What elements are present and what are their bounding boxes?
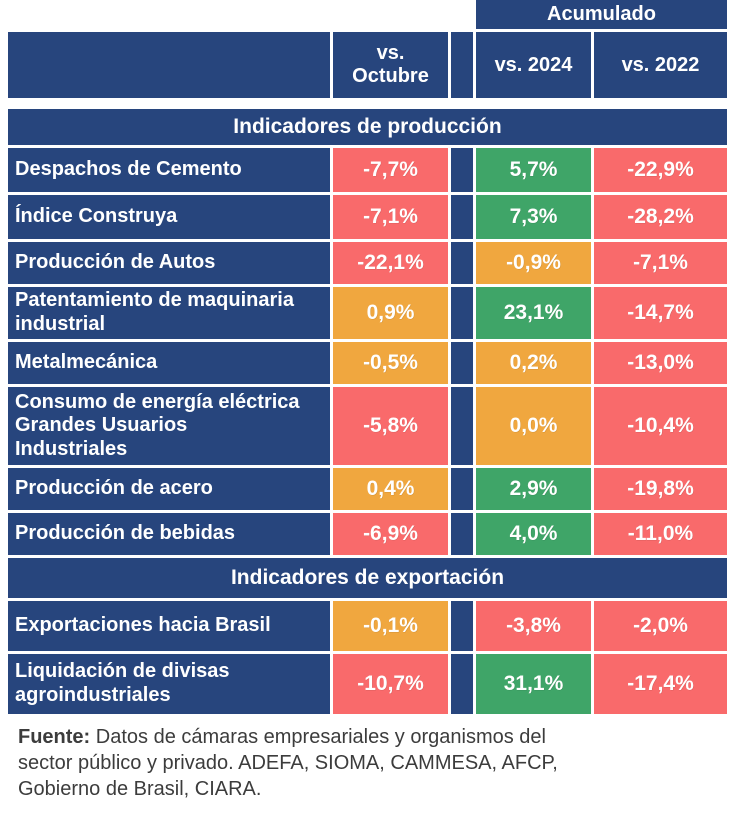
value-cell: -7,7% — [333, 148, 448, 192]
value-cell: -7,1% — [594, 242, 727, 284]
col-header-vs-2022: vs. 2022 — [594, 32, 727, 98]
section-header: Indicadores de exportación — [8, 558, 727, 598]
column-spacer — [451, 654, 473, 714]
value-cell: -6,9% — [333, 513, 448, 555]
acumulado-header: Acumulado — [476, 0, 727, 29]
column-spacer — [451, 513, 473, 555]
value-cell: -22,9% — [594, 148, 727, 192]
row-label: Patentamiento de maquinaria industrial — [8, 287, 330, 339]
row-label: Producción de bebidas — [8, 513, 330, 555]
column-spacer — [451, 342, 473, 384]
value-cell: -0,5% — [333, 342, 448, 384]
row-label-text: Índice Construya — [15, 205, 178, 228]
value-cell: -19,8% — [594, 468, 727, 510]
row-label: Producción de Autos — [8, 242, 330, 284]
value-cell: -2,0% — [594, 601, 727, 651]
value-cell: -5,8% — [333, 387, 448, 465]
column-spacer — [451, 242, 473, 284]
row-label: Producción de acero — [8, 468, 330, 510]
col-header-vs-octubre: vs. Octubre — [333, 32, 448, 98]
value-cell: -0,1% — [333, 601, 448, 651]
row-label: Exportaciones hacia Brasil — [8, 601, 330, 651]
row-label-column-header — [8, 32, 330, 98]
value-cell: 0,4% — [333, 468, 448, 510]
value-cell: -14,7% — [594, 287, 727, 339]
value-cell: -28,2% — [594, 195, 727, 239]
row-label-text: Producción de Autos — [15, 251, 216, 274]
source-note-text: Datos de cámaras empresariales y organis… — [18, 726, 558, 800]
value-cell: 31,1% — [476, 654, 591, 714]
row-label-text: Metalmecánica — [15, 351, 158, 374]
value-cell: 7,3% — [476, 195, 591, 239]
row-label-text: Patentamiento de maquinaria industrial — [15, 289, 294, 335]
row-label: Metalmecánica — [8, 342, 330, 384]
value-cell: 5,7% — [476, 148, 591, 192]
col-header-vs-2024: vs. 2024 — [476, 32, 591, 98]
row-label-text: Producción de bebidas — [15, 522, 236, 545]
row-label: Consumo de energía eléctrica Grandes Usu… — [8, 387, 330, 465]
value-cell: -11,0% — [594, 513, 727, 555]
value-cell: -13,0% — [594, 342, 727, 384]
column-spacer — [451, 148, 473, 192]
value-cell: 4,0% — [476, 513, 591, 555]
row-label-text: Despachos de Cemento — [15, 158, 242, 181]
column-spacer — [451, 32, 473, 98]
section-header: Indicadores de producción — [8, 109, 727, 145]
value-cell: -10,7% — [333, 654, 448, 714]
value-cell: -22,1% — [333, 242, 448, 284]
value-cell: -7,1% — [333, 195, 448, 239]
row-label-text: Liquidación de divisas agroindustriales — [15, 660, 230, 706]
row-label: Índice Construya — [8, 195, 330, 239]
column-spacer — [451, 387, 473, 465]
value-cell: -3,8% — [476, 601, 591, 651]
column-spacer — [451, 287, 473, 339]
indicators-table: Acumulado vs. Octubre vs. 2024 vs. 2022 … — [8, 0, 727, 714]
value-cell: 0,0% — [476, 387, 591, 465]
header-corner-blank — [8, 0, 473, 29]
row-label: Despachos de Cemento — [8, 148, 330, 192]
row-label: Liquidación de divisas agroindustriales — [8, 654, 330, 714]
value-cell: 0,9% — [333, 287, 448, 339]
value-cell: 2,9% — [476, 468, 591, 510]
value-cell: 0,2% — [476, 342, 591, 384]
column-spacer — [451, 468, 473, 510]
column-spacer — [451, 601, 473, 651]
row-label-text: Consumo de energía eléctrica Grandes Usu… — [15, 390, 300, 460]
value-cell: -17,4% — [594, 654, 727, 714]
source-note: Fuente: Datos de cámaras empresariales y… — [18, 724, 573, 802]
row-label-text: Exportaciones hacia Brasil — [15, 614, 271, 637]
value-cell: -0,9% — [476, 242, 591, 284]
row-label-text: Producción de acero — [15, 477, 213, 500]
column-spacer — [451, 195, 473, 239]
value-cell: 23,1% — [476, 287, 591, 339]
source-note-label: Fuente: — [18, 726, 91, 748]
section-gap — [8, 101, 727, 106]
value-cell: -10,4% — [594, 387, 727, 465]
